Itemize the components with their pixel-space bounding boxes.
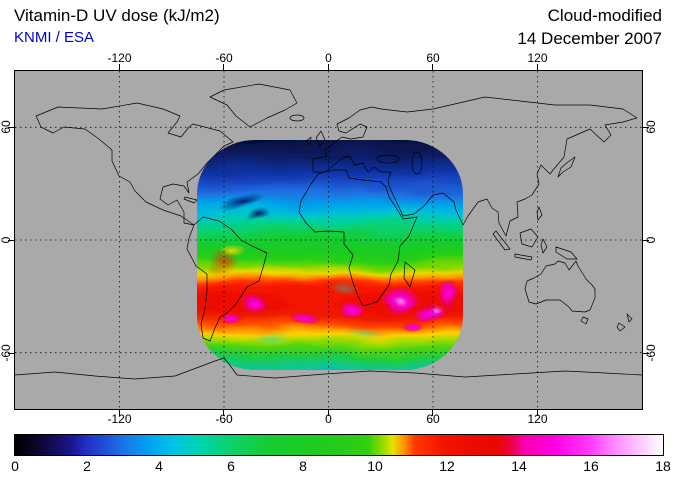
axis-tick [537,410,538,416]
product-type-label: Cloud-modified [547,6,662,25]
colorbar-label: 2 [83,458,91,474]
colorbar-label: 0 [11,458,19,474]
x-axis-label-bottom: -60 [215,412,233,426]
graticule-grid [15,71,642,409]
axis-tick [432,410,433,416]
axis-tick [643,127,649,128]
world-map-svg [14,71,643,409]
axis-tick [119,64,120,70]
credit-text: KNMI / ESA [14,29,95,46]
x-axis-label-bottom: 60 [426,412,440,426]
uv-dose-swath [197,140,463,370]
colorbar-label: 8 [299,458,307,474]
axis-tick [432,64,433,70]
map-frame [14,70,643,410]
x-axis-label-bottom: -120 [107,412,132,426]
x-axis-label-top: 0 [325,51,332,65]
colorbar-label: 4 [155,458,163,474]
colorbar-label: 18 [655,458,671,474]
axis-tick [643,353,649,354]
colorbar-label: 14 [511,458,527,474]
x-axis-label-top: -120 [107,51,132,65]
axis-tick [328,64,329,70]
axis-tick [223,64,224,70]
axis-tick [119,410,120,416]
colorbar-label: 10 [367,458,383,474]
coastlines [14,83,643,380]
axis-tick [223,410,224,416]
x-axis-label-top: 60 [426,51,440,65]
colorbar-gradient [14,434,664,456]
x-axis-label-top: 120 [527,51,548,65]
colorbar-label: 12 [439,458,455,474]
x-axis-label-bottom: 0 [325,412,332,426]
axis-tick [328,410,329,416]
page-title: Vitamin-D UV dose (kJ/m2) [14,6,220,25]
date-label: 14 December 2007 [517,29,662,48]
x-axis-label-bottom: 120 [527,412,548,426]
axis-tick [8,240,14,241]
axis-tick [643,240,649,241]
axis-tick [8,353,14,354]
colorbar-label: 6 [227,458,235,474]
axis-tick [8,127,14,128]
x-axis-label-top: -60 [215,51,233,65]
colorbar-label: 16 [583,458,599,474]
axis-tick [537,64,538,70]
